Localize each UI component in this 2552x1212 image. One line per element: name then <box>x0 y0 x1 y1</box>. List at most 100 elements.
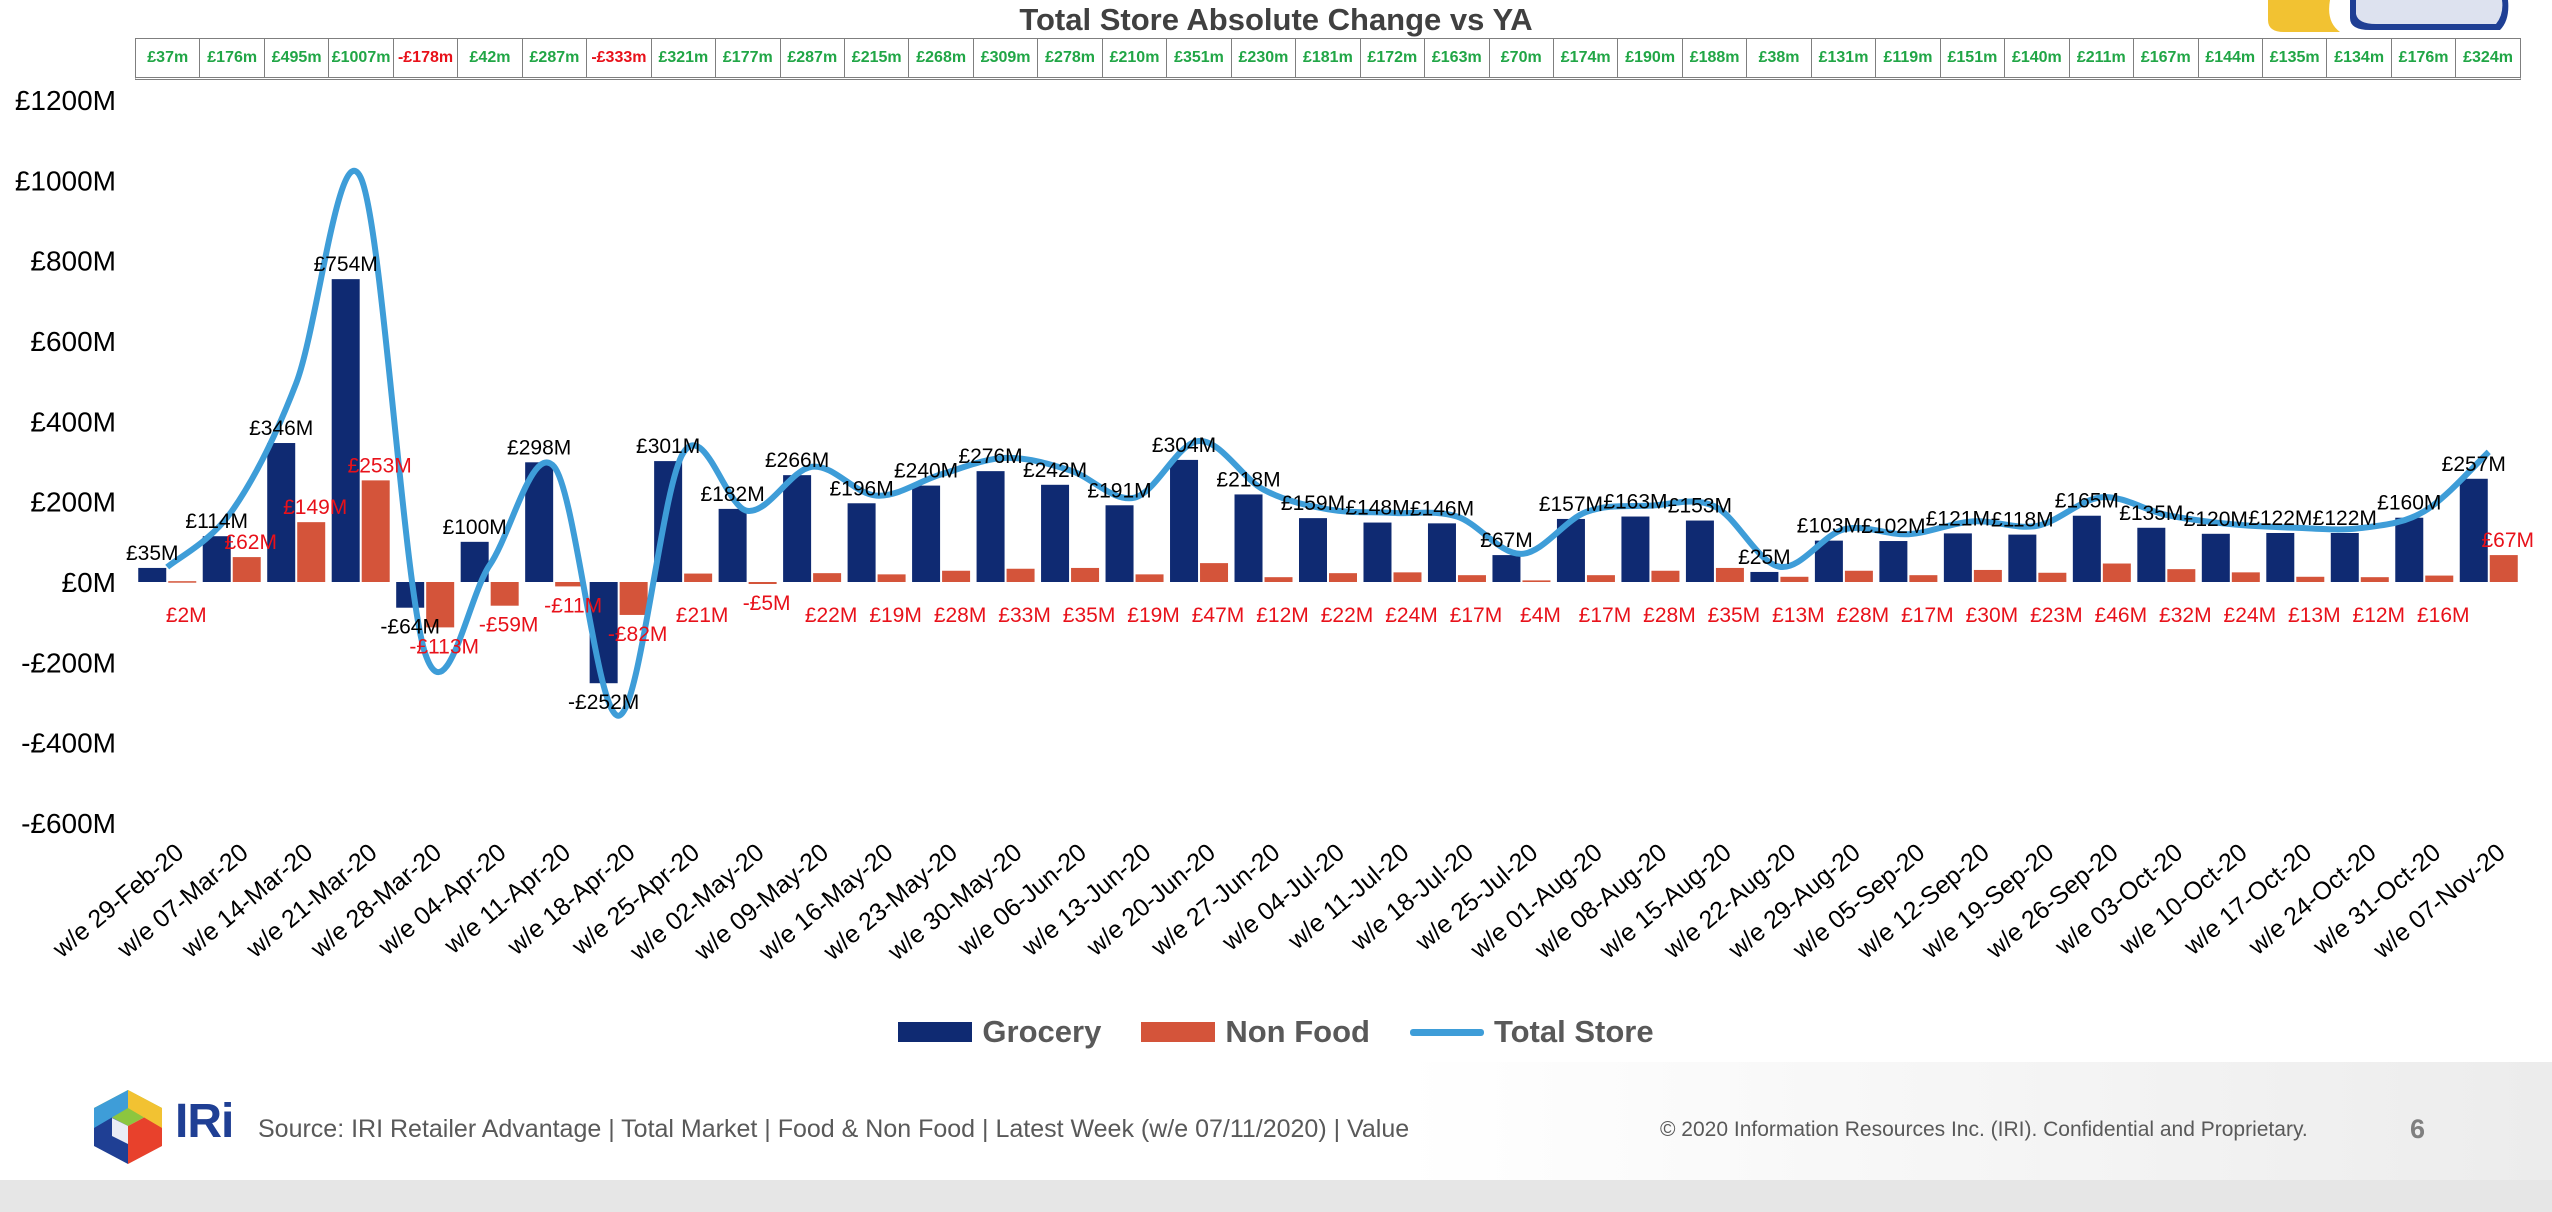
chart-plot: £1200M £1000M £800M £600M £400M £200M £0M -£200… <box>15 85 2534 967</box>
total-change-cell: £176m <box>2392 39 2457 77</box>
legend-label-nonfood: Non Food <box>1225 1014 1370 1049</box>
nonfood-bar <box>490 582 519 606</box>
nonfood-bar <box>555 582 584 587</box>
nonfood-data-label: £12M <box>2353 604 2406 627</box>
nonfood-bar <box>1522 580 1551 582</box>
grocery-bar <box>1105 505 1134 582</box>
grocery-bar <box>1879 541 1908 582</box>
iri-brand-text: IRi <box>175 1095 234 1148</box>
grocery-bar <box>1234 494 1263 582</box>
nonfood-bar <box>1457 575 1486 582</box>
nonfood-data-label: £33M <box>998 604 1051 627</box>
y-tick-label: -£600M <box>21 808 116 839</box>
nonfood-bar <box>1393 572 1422 582</box>
nonfood-data-label: £19M <box>1127 604 1180 627</box>
nonfood-data-label: -£59M <box>479 614 539 637</box>
total-change-cell: £321m <box>652 39 717 77</box>
grocery-data-label: £100M <box>443 516 507 539</box>
nonfood-data-label: £149M <box>283 496 347 519</box>
nonfood-bar <box>619 582 648 615</box>
nonfood-bar <box>1844 570 1873 582</box>
total-change-cell: £167m <box>2134 39 2199 77</box>
total-change-cell: £215m <box>845 39 910 77</box>
total-change-cell: £181m <box>1296 39 1361 77</box>
grocery-bar <box>1750 571 1779 582</box>
chart-title: Total Store Absolute Change vs YA <box>1019 2 1533 37</box>
total-change-cell: £287m <box>523 39 588 77</box>
nonfood-data-label: £253M <box>348 454 412 477</box>
y-tick-label: £200M <box>30 487 116 518</box>
grocery-bar <box>202 536 231 582</box>
grocery-data-label: £266M <box>765 449 829 472</box>
nonfood-data-label: £28M <box>1643 604 1696 627</box>
nonfood-data-label: £24M <box>1385 604 1438 627</box>
legend-label-total-store: Total Store <box>1493 1014 1654 1049</box>
total-change-cell: £495m <box>265 39 330 77</box>
legend-label-grocery: Grocery <box>982 1014 1102 1049</box>
nonfood-bar <box>2167 569 2196 582</box>
grocery-bar <box>2459 478 2488 582</box>
iri-cube-logo-icon <box>92 1088 164 1166</box>
nonfood-bar <box>1006 568 1035 582</box>
nonfood-data-label: £24M <box>2224 604 2277 627</box>
total-change-cell: £210m <box>1103 39 1168 77</box>
legend-swatch-grocery <box>898 1022 973 1042</box>
nonfood-bar <box>1651 570 1680 582</box>
nonfood-bar <box>1973 569 2002 582</box>
total-change-cell: £211m <box>2070 39 2135 77</box>
y-tick-label: £0M <box>62 567 116 598</box>
total-change-cell: £172m <box>1361 39 1426 77</box>
grocery-data-label: £304M <box>1152 434 1216 457</box>
nonfood-bar <box>232 557 261 582</box>
grocery-data-label: £122M <box>2248 507 2312 530</box>
nonfood-bar <box>1586 575 1615 582</box>
nonfood-bar <box>1071 567 1100 582</box>
nonfood-data-label: £16M <box>2417 604 2470 627</box>
nonfood-data-label: £22M <box>1321 604 1374 627</box>
y-tick-label: £1000M <box>15 165 116 196</box>
grocery-bar <box>2330 532 2359 582</box>
grocery-bar <box>847 503 876 582</box>
legend-item-nonfood: Non Food <box>1141 1014 1370 1050</box>
nonfood-bar <box>1780 576 1809 582</box>
grocery-bar <box>2201 533 2230 582</box>
nonfood-bar <box>813 573 842 582</box>
grocery-data-label: £163M <box>1603 491 1667 514</box>
footer-band <box>0 1062 2552 1180</box>
chart-legend: Grocery Non Food Total Store <box>0 1014 2552 1050</box>
total-change-cell: £70m <box>1490 39 1554 77</box>
nonfood-bar <box>1715 567 1744 582</box>
nonfood-data-label: £28M <box>934 604 987 627</box>
corner-logo-graphic <box>2260 0 2510 34</box>
nonfood-bar <box>1135 574 1164 582</box>
nonfood-bar <box>297 522 326 582</box>
total-change-cell: £42m <box>458 39 523 77</box>
grocery-bar <box>1943 533 1972 582</box>
grocery-data-label: £148M <box>1345 497 1409 520</box>
grocery-data-label: £346M <box>249 417 313 440</box>
nonfood-bar <box>426 582 455 628</box>
total-change-cell: £177m <box>716 39 781 77</box>
nonfood-data-label: £13M <box>2288 604 2341 627</box>
nonfood-data-label: £62M <box>224 531 277 554</box>
grocery-bar <box>2008 534 2037 582</box>
grocery-data-label: £159M <box>1281 492 1345 515</box>
y-tick-label: -£200M <box>21 647 116 678</box>
total-change-cell: £131m <box>1812 39 1877 77</box>
total-change-cell: £144m <box>2199 39 2263 77</box>
grocery-data-label: £118M <box>1991 509 2054 532</box>
nonfood-data-label: £4M <box>1520 604 1561 627</box>
grocery-bar <box>2137 527 2166 582</box>
grocery-data-label: £301M <box>636 435 700 458</box>
grocery-data-label: £160M <box>2377 492 2441 515</box>
nonfood-data-label: -£5M <box>743 592 791 615</box>
grocery-data-label: £276M <box>958 445 1022 468</box>
nonfood-bar <box>361 480 390 582</box>
grocery-data-label: £120M <box>2184 508 2248 531</box>
grocery-bar <box>976 471 1005 582</box>
total-change-cell: £230m <box>1232 39 1297 77</box>
nonfood-data-label: £35M <box>1708 604 1761 627</box>
legend-item-total-store: Total Store <box>1409 1014 1654 1050</box>
legend-item-grocery: Grocery <box>898 1014 1101 1050</box>
